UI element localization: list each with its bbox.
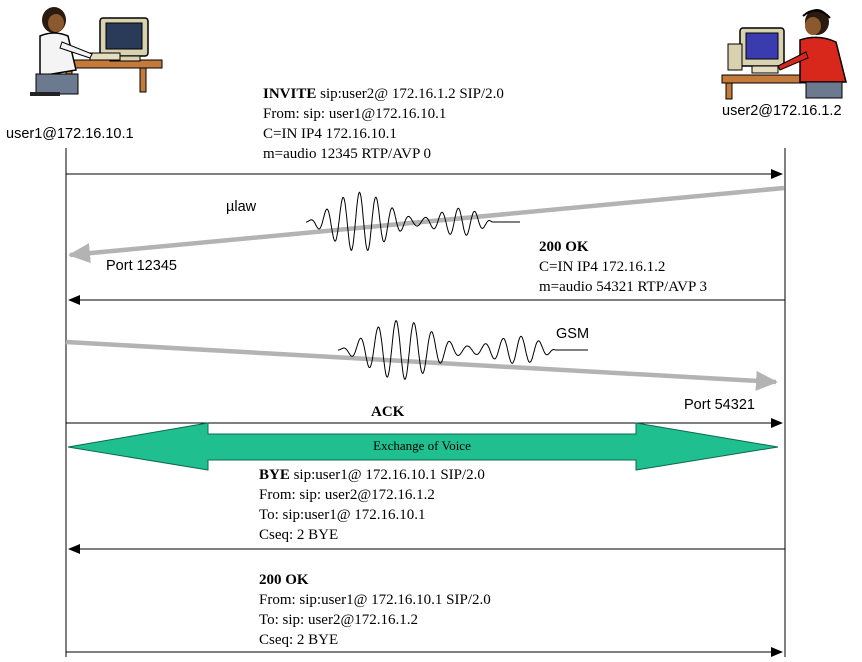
exchange-of-voice-label: Exchange of Voice xyxy=(373,438,471,453)
user1-address: user1@172.16.10.1 xyxy=(6,126,134,142)
bye-request-uri: sip:user1@ 172.16.10.1 SIP/2.0 xyxy=(289,467,485,483)
ok-invite-status: 200 OK xyxy=(539,239,589,255)
invite-request-line: INVITE sip:user2@ 172.16.1.2 SIP/2.0 xyxy=(263,84,504,104)
ok-bye-cseq: Cseq: 2 BYE xyxy=(259,632,339,648)
bye-cseq: Cseq: 2 BYE xyxy=(259,527,339,543)
operator-with-headset-icon xyxy=(721,9,847,100)
ok-invite-media: m=audio 54321 RTP/AVP 3 xyxy=(539,279,707,295)
ulaw-codec-label: µlaw xyxy=(226,199,257,215)
ok-invite-message: 200 OK C=IN IP4 172.16.1.2 m=audio 54321… xyxy=(539,237,707,297)
ok-invite-connection: C=IN IP4 172.16.1.2 xyxy=(539,259,666,275)
bye-request-line: BYE sip:user1@ 172.16.10.1 SIP/2.0 xyxy=(259,465,485,485)
ok-bye-status: 200 OK xyxy=(259,572,309,588)
gsm-waveform-icon xyxy=(338,319,588,381)
bye-to: To: sip:user1@ 172.16.10.1 xyxy=(259,507,426,523)
user2-address: user2@172.16.1.2 xyxy=(722,103,842,119)
exchange-of-voice-arrow xyxy=(67,422,779,471)
ulaw-port-label: Port 12345 xyxy=(106,258,177,274)
bye-method: BYE xyxy=(259,467,290,483)
ack-message: ACK xyxy=(371,402,404,422)
bye-message: BYE sip:user1@ 172.16.10.1 SIP/2.0 From:… xyxy=(259,465,485,545)
ulaw-media-arrow xyxy=(68,185,785,264)
invite-from: From: sip: user1@172.16.10.1 xyxy=(263,106,447,122)
gsm-codec-label: GSM xyxy=(556,326,590,342)
ulaw-waveform-icon xyxy=(306,191,520,252)
woman-at-computer-icon xyxy=(30,7,163,96)
ok-bye-from: From: sip:user1@ 172.16.10.1 SIP/2.0 xyxy=(259,592,491,608)
ok-bye-to: To: sip: user2@172.16.1.2 xyxy=(259,612,419,628)
invite-media: m=audio 12345 RTP/AVP 0 xyxy=(263,146,431,162)
invite-message: INVITE sip:user2@ 172.16.1.2 SIP/2.0 Fro… xyxy=(263,84,504,164)
invite-method: INVITE xyxy=(263,86,317,102)
gsm-media-arrow xyxy=(65,339,778,391)
bye-from: From: sip: user2@172.16.1.2 xyxy=(259,487,435,503)
invite-request-uri: sip:user2@ 172.16.1.2 SIP/2.0 xyxy=(316,86,504,102)
ok-bye-message: 200 OK From: sip:user1@ 172.16.10.1 SIP/… xyxy=(259,570,491,650)
gsm-port-label: Port 54321 xyxy=(684,397,755,413)
ack-method: ACK xyxy=(371,404,405,420)
invite-connection: C=IN IP4 172.16.10.1 xyxy=(263,126,397,142)
